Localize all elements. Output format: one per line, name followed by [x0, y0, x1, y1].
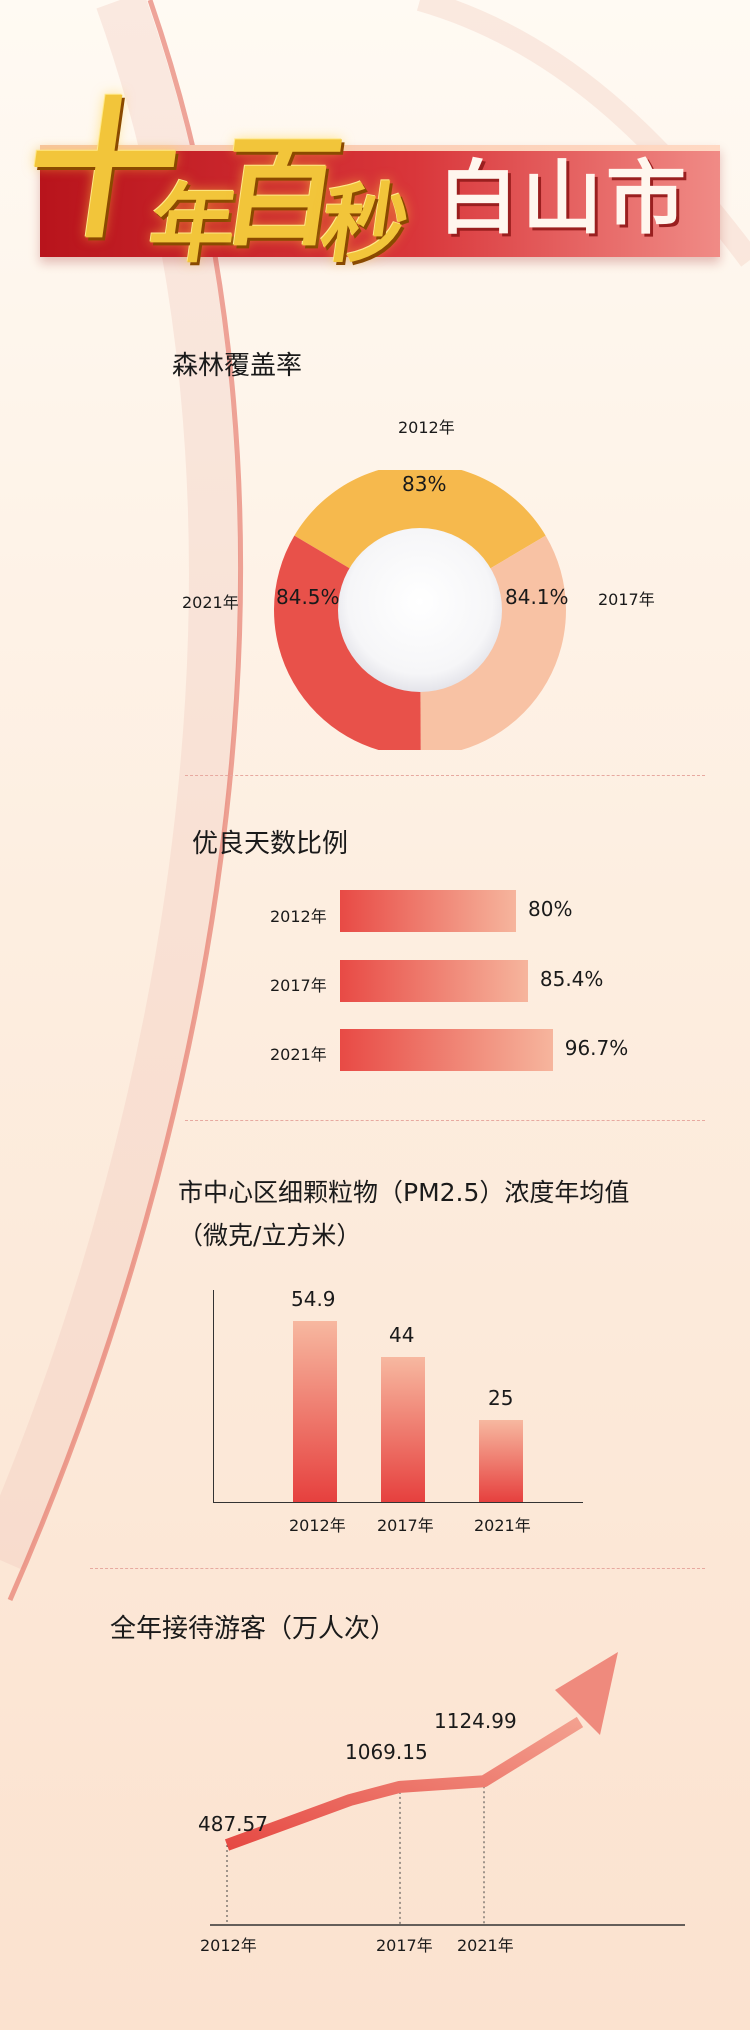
tourists-value-2017: 1069.15 — [345, 1740, 428, 1764]
air-label-2017: 2017年 — [270, 976, 327, 995]
pm-bar-2012 — [293, 1320, 337, 1502]
forest-value-2021: 84.5% — [276, 585, 340, 609]
forest-donut-chart — [274, 470, 566, 750]
air-section-title: 优良天数比例 — [192, 829, 349, 859]
air-value-2012: 80% — [528, 897, 573, 921]
divider-1 — [185, 775, 705, 776]
forest-label-2012: 2012年 — [398, 418, 455, 437]
forest-value-2017: 84.1% — [505, 585, 569, 609]
pm-bar-2017 — [381, 1356, 425, 1502]
tourists-label-2017: 2017年 — [376, 1936, 433, 1955]
air-bar-2012 — [340, 890, 516, 932]
air-label-2021: 2021年 — [270, 1045, 327, 1064]
air-bar-2017 — [340, 960, 528, 1002]
divider-2 — [185, 1120, 705, 1121]
pm-value-2012: 54.9 — [291, 1286, 336, 1311]
tourists-line-chart — [210, 1652, 685, 1926]
forest-section-title: 森林覆盖率 — [172, 351, 303, 381]
pm-y-axis — [213, 1290, 214, 1502]
pm-value-2017: 44 — [389, 1322, 415, 1347]
tourists-value-2021: 1124.99 — [434, 1709, 517, 1733]
tourists-label-2021: 2021年 — [457, 1936, 514, 1955]
divider-3 — [90, 1568, 705, 1569]
city-title: 白山市 — [438, 151, 690, 245]
pm-value-2021: 25 — [488, 1385, 514, 1410]
donut-hole — [338, 528, 502, 692]
pm-label-2021: 2021年 — [474, 1516, 531, 1535]
pm-label-2017: 2017年 — [377, 1516, 434, 1535]
air-value-2021: 96.7% — [564, 1036, 629, 1060]
pm-label-2012: 2012年 — [289, 1516, 346, 1535]
pm-section-subtitle: （微克/立方米） — [178, 1221, 362, 1250]
forest-value-2012: 83% — [402, 472, 447, 496]
tourists-line — [224, 1716, 584, 1851]
forest-label-2017: 2017年 — [598, 590, 655, 609]
air-value-2017: 85.4% — [539, 967, 604, 991]
pm-x-axis — [213, 1502, 583, 1503]
tourists-section-title: 全年接待游客（万人次） — [110, 1614, 397, 1644]
pm-section-title: 市中心区细颗粒物（PM2.5）浓度年均值 — [178, 1178, 630, 1207]
air-bar-2021 — [340, 1029, 553, 1071]
tourists-label-2012: 2012年 — [200, 1936, 257, 1955]
tourists-arrow-head — [555, 1652, 618, 1735]
air-label-2012: 2012年 — [270, 907, 327, 926]
title-banner — [40, 145, 720, 257]
forest-label-2021: 2021年 — [182, 593, 239, 612]
tourists-value-2012: 487.57 — [198, 1812, 268, 1836]
pm-bar-2021 — [479, 1419, 523, 1502]
